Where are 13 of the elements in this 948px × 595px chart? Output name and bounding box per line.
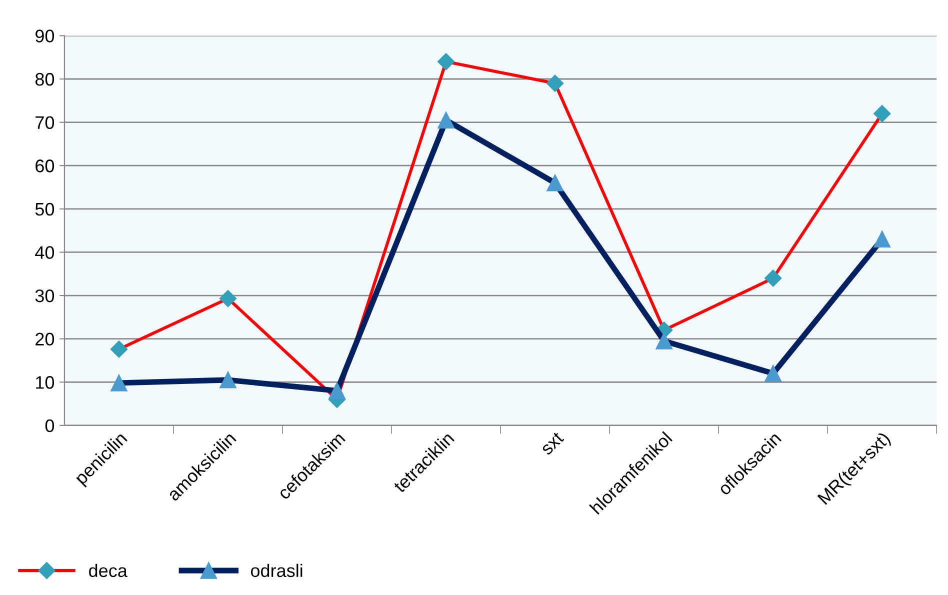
y-tick-label: 80 <box>35 72 54 86</box>
legend-label: odrasli <box>250 564 302 578</box>
y-tick-label: 40 <box>35 246 54 259</box>
y-tick-label: 70 <box>36 116 54 130</box>
y-tick-label: 30 <box>35 289 54 302</box>
y-tick-label: 90 <box>36 30 54 42</box>
y-tick-label: 0 <box>45 419 54 432</box>
y-tick-label: 50 <box>35 202 54 216</box>
legend-label: deca <box>89 564 128 578</box>
y-tick-label: 60 <box>36 160 54 172</box>
y-tick-label: 10 <box>36 376 54 389</box>
x-tick-label: sxt <box>540 431 564 456</box>
y-tick-label: 20 <box>36 332 54 346</box>
